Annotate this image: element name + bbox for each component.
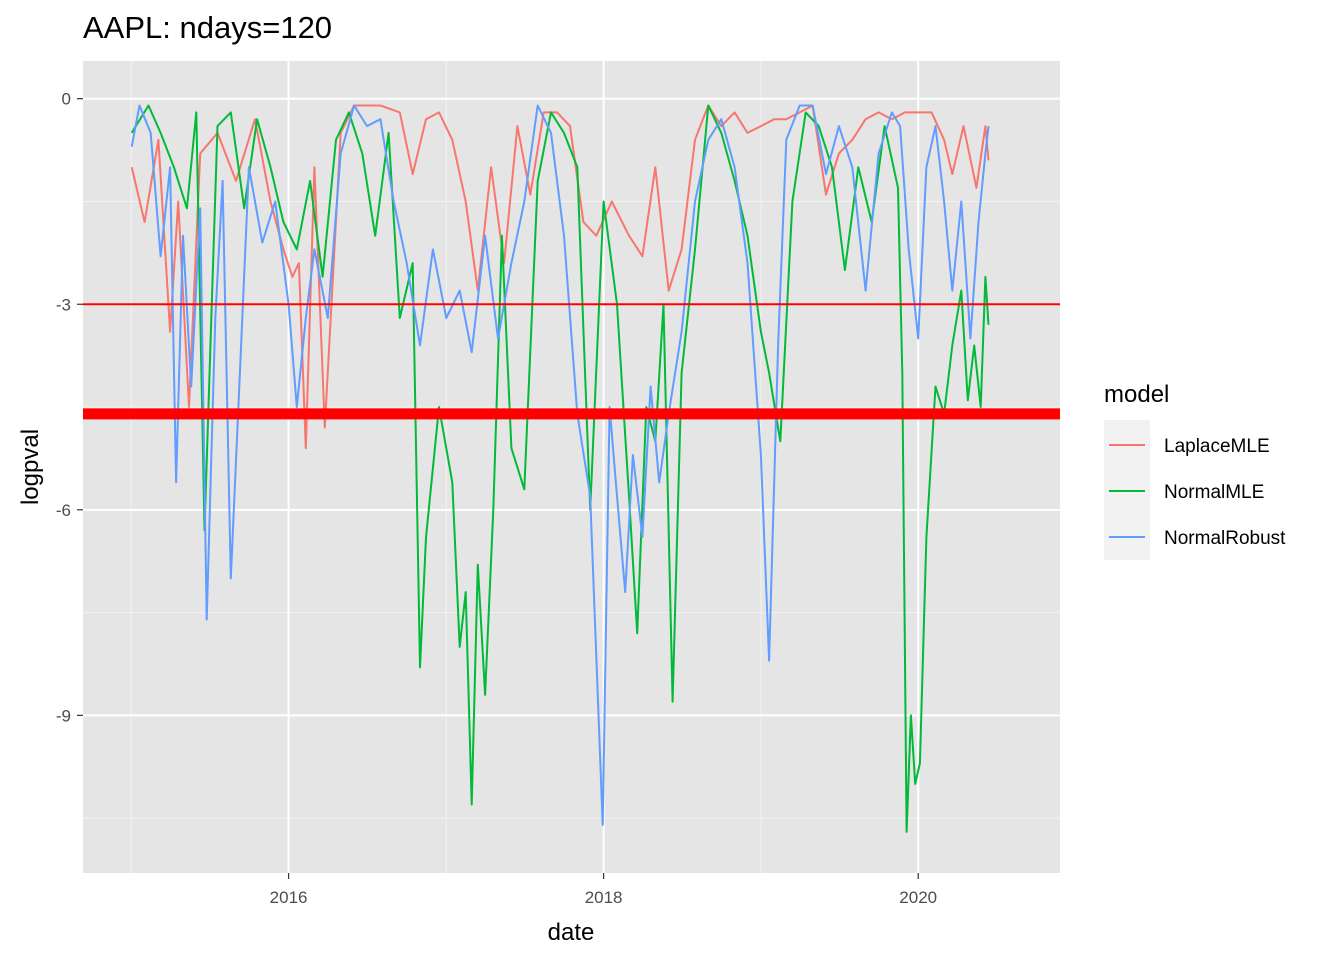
x-tick-label: 2020 (899, 888, 937, 907)
x-axis: 2016 2018 2020 (270, 873, 937, 907)
legend-label-LaplaceMLE: LaplaceMLE (1164, 436, 1270, 457)
y-axis-title: logpval (17, 429, 44, 505)
x-axis-title: date (548, 919, 595, 946)
y-tick-label: -9 (56, 706, 71, 725)
y-tick-label: -6 (56, 501, 71, 520)
legend: model LaplaceMLE NormalMLE NormalRobust (1104, 381, 1286, 560)
y-tick-label: 0 (62, 90, 71, 109)
threshold-lines (83, 303, 1060, 420)
legend-title: model (1104, 381, 1169, 408)
x-tick-label: 2018 (585, 888, 623, 907)
chart-title: AAPL: ndays=120 (83, 10, 332, 45)
legend-items: LaplaceMLE NormalMLE NormalRobust (1109, 436, 1286, 549)
series-line-NormalMLE (130, 104, 990, 833)
legend-label-NormalRobust: NormalRobust (1164, 528, 1286, 549)
y-axis: 0 -3 -6 -9 (56, 90, 83, 725)
series-line-LaplaceMLE (130, 104, 990, 450)
legend-label-NormalMLE: NormalMLE (1164, 482, 1264, 503)
x-tick-label: 2016 (270, 888, 308, 907)
y-tick-label: -3 (56, 295, 71, 314)
